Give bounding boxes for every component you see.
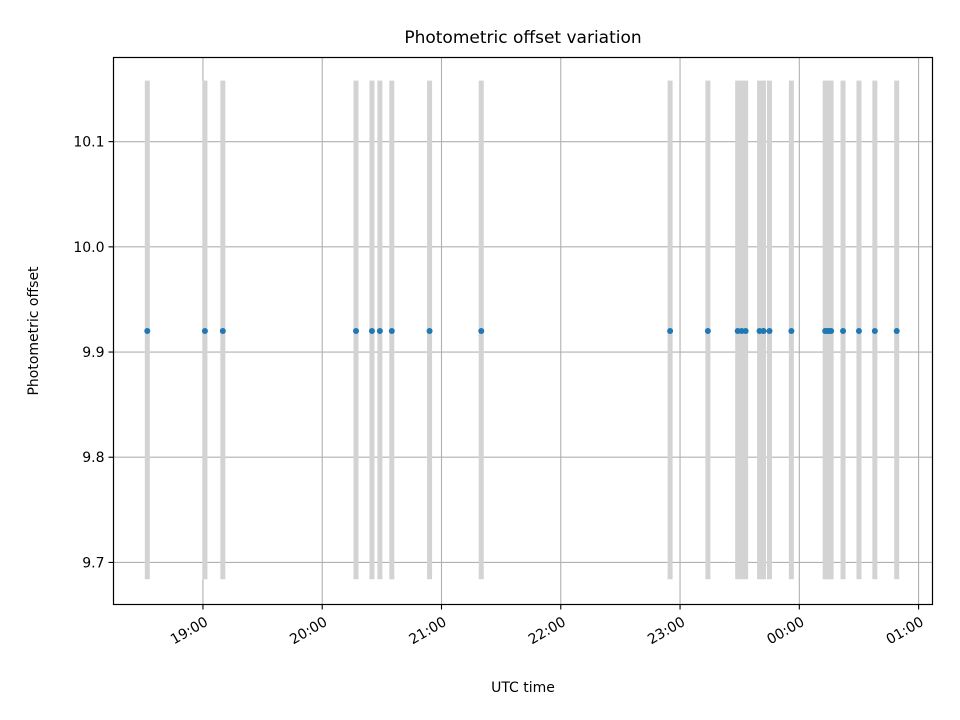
- y-tick-label: 9.8: [82, 450, 104, 466]
- chart-title: Photometric offset variation: [404, 28, 641, 48]
- data-point: [855, 328, 862, 334]
- y-tick-label: 9.9: [82, 345, 104, 361]
- data-point: [667, 328, 674, 334]
- data-point: [871, 328, 878, 334]
- data-point: [388, 328, 395, 334]
- plot-area-frame: [112, 56, 934, 606]
- y-tick-label: 9.7: [82, 555, 104, 571]
- data-point: [353, 328, 360, 334]
- data-point: [766, 328, 773, 334]
- data-point: [742, 328, 749, 334]
- data-point: [704, 328, 711, 334]
- data-point: [893, 328, 900, 334]
- data-point: [368, 328, 375, 334]
- data-point: [828, 328, 835, 334]
- x-axis-label: UTC time: [491, 680, 555, 696]
- grid-layer: [113, 57, 933, 605]
- y-tick-label: 10.1: [73, 135, 104, 151]
- data-point: [760, 328, 767, 334]
- y-axis-label: Photometric offset: [26, 266, 42, 396]
- y-tick-label: 10.0: [73, 240, 104, 256]
- data-point: [201, 328, 208, 334]
- data-point: [788, 328, 795, 334]
- data-point: [144, 328, 151, 334]
- data-point: [426, 328, 433, 334]
- data-point: [478, 328, 485, 334]
- data-point-layer: [144, 328, 900, 334]
- data-point: [219, 328, 226, 334]
- data-point: [840, 328, 847, 334]
- data-point: [376, 328, 383, 334]
